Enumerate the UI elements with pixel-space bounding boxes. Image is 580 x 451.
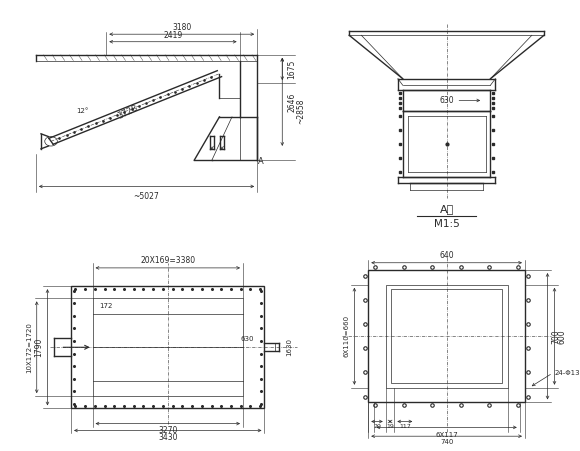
- Bar: [386, 285, 508, 388]
- Text: 700: 700: [551, 329, 560, 344]
- Text: 12°: 12°: [76, 108, 89, 114]
- Text: 3728: 3728: [116, 103, 139, 121]
- Text: ~2858: ~2858: [296, 98, 305, 124]
- Text: 10X172=1720: 10X172=1720: [27, 322, 32, 373]
- Bar: [368, 270, 525, 402]
- Text: 2646: 2646: [287, 92, 296, 111]
- Text: 19: 19: [386, 424, 394, 429]
- Text: 3430: 3430: [158, 433, 177, 442]
- Text: 3270: 3270: [158, 426, 177, 435]
- Text: 1675: 1675: [287, 59, 296, 78]
- Text: A向: A向: [440, 204, 454, 214]
- Text: 1790: 1790: [34, 338, 43, 357]
- Text: 172: 172: [99, 303, 113, 309]
- Text: 117: 117: [399, 424, 411, 429]
- Text: 2419: 2419: [164, 31, 183, 40]
- Text: A: A: [258, 157, 264, 166]
- Text: 3180: 3180: [172, 23, 191, 32]
- Text: M1:5: M1:5: [434, 219, 459, 229]
- Text: 24-Φ13.5: 24-Φ13.5: [554, 370, 580, 376]
- Text: ~5027: ~5027: [133, 192, 160, 201]
- Text: 630: 630: [439, 96, 454, 105]
- Text: 740: 740: [440, 439, 454, 445]
- Bar: [391, 289, 502, 383]
- Bar: [93, 299, 243, 396]
- Text: 630: 630: [241, 336, 254, 342]
- Bar: [71, 286, 264, 408]
- Text: 6X110=660: 6X110=660: [343, 315, 349, 357]
- Text: 6X117: 6X117: [435, 432, 458, 438]
- Text: 640: 640: [439, 251, 454, 260]
- Text: 20X169=3380: 20X169=3380: [140, 256, 195, 265]
- Text: 1630: 1630: [286, 338, 292, 356]
- Text: 20: 20: [373, 424, 381, 429]
- Text: 600: 600: [558, 329, 567, 344]
